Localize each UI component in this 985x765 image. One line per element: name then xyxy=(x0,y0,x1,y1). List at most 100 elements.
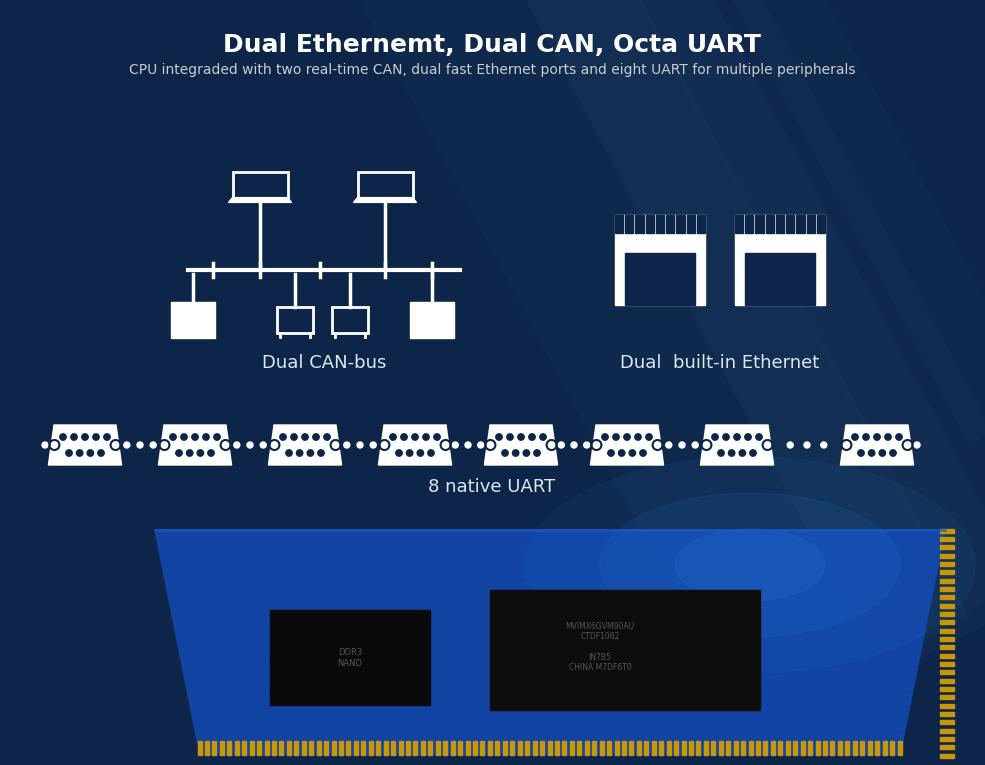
Bar xyxy=(347,741,351,755)
Bar xyxy=(763,741,767,755)
Circle shape xyxy=(507,434,513,440)
Bar xyxy=(644,741,648,755)
Bar xyxy=(940,612,954,616)
Bar xyxy=(776,215,784,233)
Bar xyxy=(875,741,880,755)
Circle shape xyxy=(150,442,157,448)
Polygon shape xyxy=(766,283,793,304)
Bar xyxy=(242,741,246,755)
Circle shape xyxy=(77,450,83,456)
Bar xyxy=(883,741,887,755)
Bar xyxy=(704,741,708,755)
Circle shape xyxy=(863,434,869,440)
Bar xyxy=(940,537,954,541)
Bar xyxy=(577,741,581,755)
Circle shape xyxy=(417,450,424,456)
Circle shape xyxy=(465,442,471,448)
Bar xyxy=(940,629,954,633)
Bar xyxy=(399,741,403,755)
Bar xyxy=(228,741,231,755)
Bar xyxy=(280,741,284,755)
Polygon shape xyxy=(647,283,674,304)
Circle shape xyxy=(723,434,729,440)
Polygon shape xyxy=(485,425,558,465)
Circle shape xyxy=(571,442,577,448)
Circle shape xyxy=(821,442,826,448)
Circle shape xyxy=(301,434,308,440)
Bar xyxy=(666,215,675,233)
Bar xyxy=(726,741,730,755)
Polygon shape xyxy=(840,425,913,465)
Circle shape xyxy=(324,434,330,440)
Bar xyxy=(845,741,849,755)
Bar xyxy=(443,741,447,755)
Bar xyxy=(555,741,558,755)
Bar xyxy=(525,741,529,755)
Circle shape xyxy=(401,434,407,440)
Circle shape xyxy=(192,434,198,440)
Circle shape xyxy=(280,434,287,440)
Bar xyxy=(940,737,954,741)
Circle shape xyxy=(344,442,350,448)
Circle shape xyxy=(313,434,319,440)
Text: MVIMX6GVM90AU
CTDF1062

IN7B5
CHINA M7DF6T0: MVIMX6GVM90AU CTDF1062 IN7B5 CHINA M7DF6… xyxy=(565,622,634,672)
Bar xyxy=(741,741,745,755)
Bar xyxy=(940,720,954,724)
Bar xyxy=(488,741,492,755)
Circle shape xyxy=(745,434,752,440)
Circle shape xyxy=(370,442,376,448)
Circle shape xyxy=(260,442,266,448)
Bar xyxy=(510,741,514,755)
Bar xyxy=(830,741,834,755)
Bar xyxy=(697,215,705,233)
Bar xyxy=(428,741,432,755)
Bar xyxy=(518,741,522,755)
Circle shape xyxy=(518,434,524,440)
Bar xyxy=(940,604,954,607)
Polygon shape xyxy=(410,302,454,338)
Bar xyxy=(940,728,954,733)
Circle shape xyxy=(186,450,193,456)
Bar xyxy=(458,741,462,755)
Circle shape xyxy=(390,434,396,440)
Circle shape xyxy=(423,434,429,440)
Circle shape xyxy=(895,434,902,440)
Circle shape xyxy=(87,450,94,456)
Bar xyxy=(213,741,217,755)
Bar xyxy=(265,741,269,755)
Bar xyxy=(600,741,604,755)
Bar xyxy=(677,215,685,233)
Bar xyxy=(391,741,395,755)
Bar xyxy=(823,741,827,755)
Circle shape xyxy=(214,434,221,440)
Circle shape xyxy=(858,450,864,456)
Circle shape xyxy=(512,450,519,456)
Circle shape xyxy=(103,434,110,440)
Bar xyxy=(793,741,797,755)
Bar xyxy=(656,215,664,233)
Bar xyxy=(332,741,336,755)
Circle shape xyxy=(501,450,508,456)
Bar xyxy=(249,741,253,755)
Circle shape xyxy=(540,434,547,440)
Circle shape xyxy=(233,442,239,448)
Bar xyxy=(384,741,388,755)
Bar xyxy=(940,562,954,566)
Bar xyxy=(807,215,815,233)
Circle shape xyxy=(175,450,182,456)
Circle shape xyxy=(750,450,756,456)
Circle shape xyxy=(93,434,99,440)
Bar xyxy=(205,741,209,755)
Bar xyxy=(625,215,633,233)
Bar xyxy=(756,741,760,755)
Ellipse shape xyxy=(675,529,825,601)
Bar xyxy=(659,741,663,755)
Ellipse shape xyxy=(600,493,900,637)
Bar xyxy=(940,636,954,641)
Bar xyxy=(316,741,321,755)
Circle shape xyxy=(357,442,363,448)
Bar xyxy=(771,741,775,755)
Bar xyxy=(495,741,499,755)
Circle shape xyxy=(286,450,293,456)
Circle shape xyxy=(60,434,66,440)
